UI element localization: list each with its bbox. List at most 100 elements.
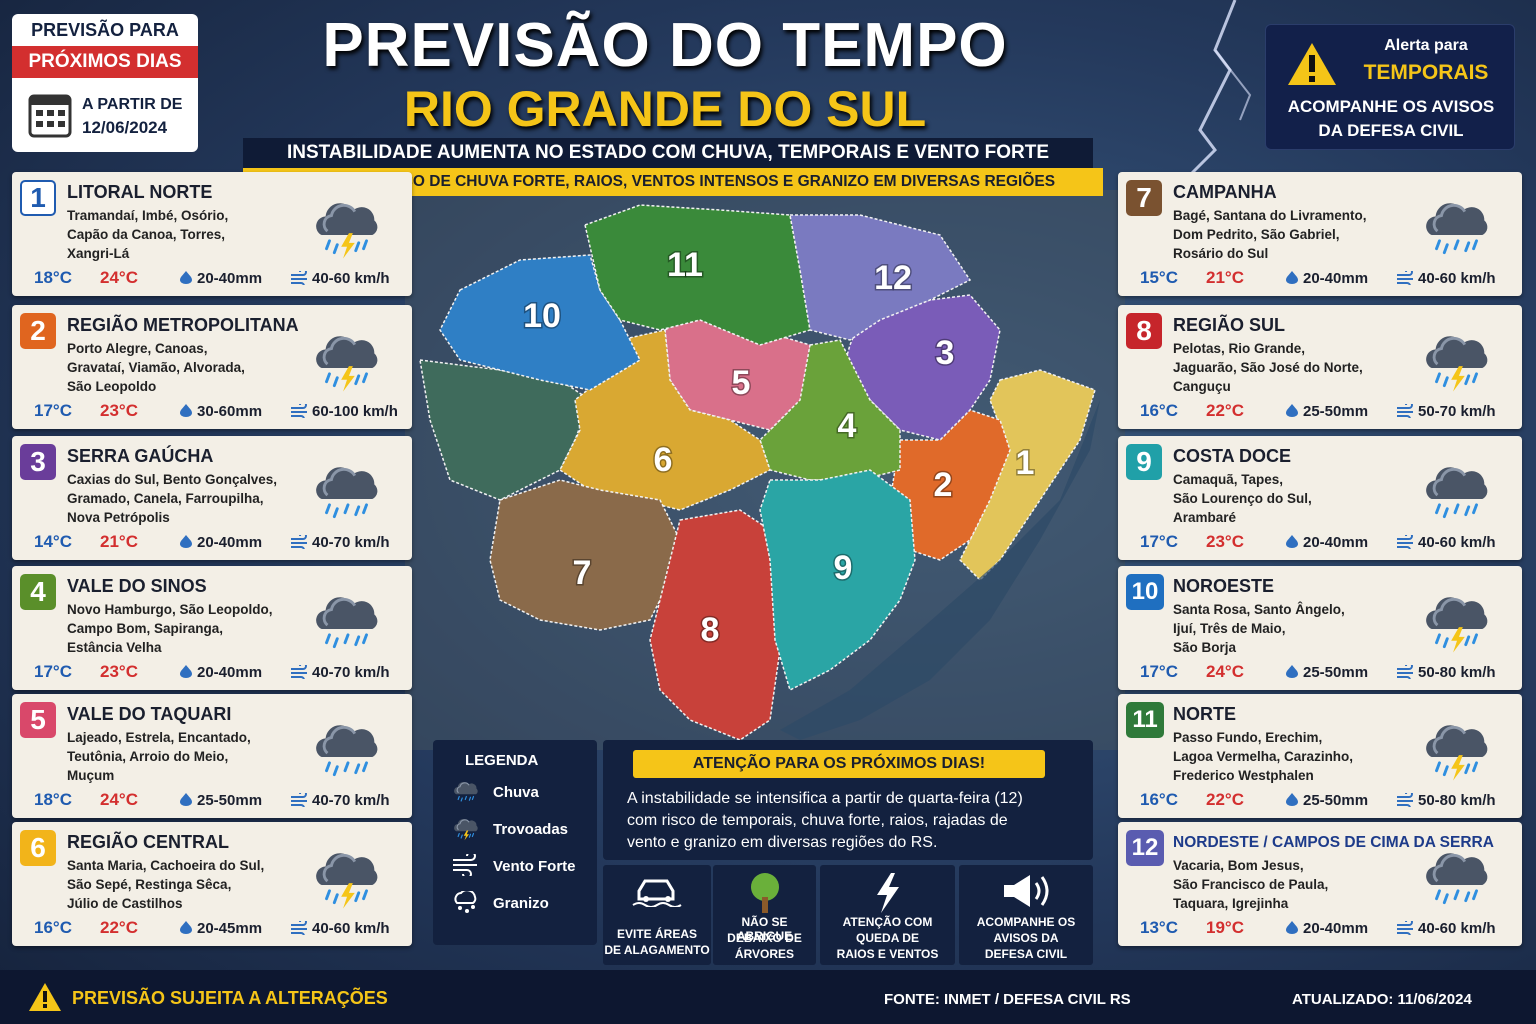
alert-line: ACOMPANHE OS AVISOS xyxy=(1287,97,1495,116)
icon-part xyxy=(464,795,467,801)
icon-part xyxy=(1464,505,1471,517)
region-name: NORDESTE / CAMPOS DE CIMA DA SERRA xyxy=(1173,834,1494,851)
wind-icon xyxy=(290,268,310,290)
region-card: 7 CAMPANHA Bagé, Santana do Livramento, Dom… xyxy=(1118,172,1522,296)
legend-icon xyxy=(451,889,481,920)
icon-part xyxy=(1397,532,1413,540)
icon-part xyxy=(1286,665,1298,678)
region-number: 9 xyxy=(1126,444,1162,480)
icon-part xyxy=(325,889,368,905)
footer-warning: PREVISÃO SUJEITA A ALTERAÇÕES xyxy=(72,988,388,1008)
alert-box: Alerta para TEMPORAIS ACOMPANHE OS AVISO… xyxy=(1265,24,1515,150)
wind-icon xyxy=(1396,662,1416,684)
icon-part xyxy=(291,532,307,554)
rain-icon xyxy=(178,920,194,939)
icon-part xyxy=(1464,763,1471,775)
icon-part xyxy=(637,879,675,901)
icon-part xyxy=(180,535,192,548)
icon-part xyxy=(1435,503,1478,519)
icon-part xyxy=(180,921,192,934)
region-number: 8 xyxy=(1126,313,1162,349)
footer: PREVISÃO SUJEITA A ALTERAÇÕES FONTE: INM… xyxy=(0,970,1536,1024)
region-number: 3 xyxy=(20,444,56,480)
wind-icon xyxy=(1396,268,1416,290)
footer-updated: ATUALIZADO: 11/06/2024 xyxy=(1292,991,1472,1008)
rain-icon xyxy=(178,403,194,422)
icon-part xyxy=(1397,268,1413,276)
legend-label: Chuva xyxy=(493,784,539,801)
map-region xyxy=(439,254,641,391)
subtitle: RIO GRANDE DO SUL xyxy=(403,81,927,137)
icon-part xyxy=(458,906,462,910)
rain-icon xyxy=(1284,534,1300,553)
legend-label: Vento Forte xyxy=(493,858,576,875)
icon-part xyxy=(322,336,357,366)
rain: 25-50mm xyxy=(1303,792,1369,809)
region-card: 3 SERRA GAÚCHA Caxias do Sul, Bento Gonçal… xyxy=(12,436,412,560)
weather-icon xyxy=(1418,198,1496,265)
temp-min: 16°C xyxy=(34,918,72,937)
city-line: Muçum xyxy=(67,768,115,783)
notice-text: A instabilidade se intensifica a partir … xyxy=(627,788,1023,854)
icon-part xyxy=(332,243,339,255)
tip: EVITE ÁREAS DE ALAGAMENTO xyxy=(603,865,711,965)
icon-part xyxy=(332,893,339,905)
icon-part xyxy=(632,879,682,908)
temp-min: 18°C xyxy=(34,268,72,287)
city-line: Arambaré xyxy=(1173,510,1237,525)
region-name: VALE DO SINOS xyxy=(67,576,207,596)
icon-part xyxy=(456,819,470,831)
icon-part xyxy=(291,282,305,290)
icon-part xyxy=(632,902,682,908)
region-number: 6 xyxy=(20,830,56,866)
icon-part xyxy=(316,725,378,777)
icon-part xyxy=(460,797,463,802)
tip: NÃO SE ABRIGUE DEBAIXO DE ÁRVORES xyxy=(713,865,816,965)
temp-min: 17°C xyxy=(34,401,72,420)
icon-part xyxy=(1004,875,1030,907)
weather-icon xyxy=(1418,720,1496,787)
rain-icon xyxy=(1284,270,1300,289)
region-card: 2 REGIÃO METROPOLITANA Porto Alegre, Canoa… xyxy=(12,305,412,429)
icon-part xyxy=(322,853,357,883)
region-name: LITORAL NORTE xyxy=(67,182,213,202)
temp-min: 17°C xyxy=(1140,532,1178,551)
icon-part xyxy=(1426,336,1488,392)
icon-part xyxy=(1397,415,1411,423)
lightning xyxy=(1214,49,1252,121)
icon-part xyxy=(1286,793,1298,806)
icon-part xyxy=(354,763,361,775)
city-line: Santa Maria, Cachoeira do Sul, xyxy=(67,858,265,873)
icon-part xyxy=(1435,761,1441,773)
temp-min: 18°C xyxy=(34,790,72,809)
icon-part xyxy=(453,851,477,879)
icon-part xyxy=(1442,507,1449,519)
icon-part xyxy=(1286,665,1298,678)
icon-part xyxy=(1435,239,1441,251)
icon-part xyxy=(343,503,350,515)
region-number: 7 xyxy=(1126,180,1162,216)
icon-part xyxy=(291,268,307,276)
region-card: 4 VALE DO SINOS Novo Hamburgo, São Leopold… xyxy=(12,566,412,690)
region-card: 10 NOROESTE Santa Rosa, Santo Ângelo, Ijuí,… xyxy=(1118,566,1522,690)
map-label: 10 xyxy=(523,297,561,335)
icon-part xyxy=(325,372,368,388)
icon-part xyxy=(316,467,378,519)
icon-part xyxy=(291,932,305,940)
rain-icon xyxy=(178,270,194,289)
warning-icon xyxy=(1288,43,1336,85)
icon-part xyxy=(354,374,361,386)
icon-part xyxy=(291,662,307,684)
rain: 20-40mm xyxy=(1303,920,1369,937)
map-label: 9 xyxy=(834,549,853,587)
temp-min: 17°C xyxy=(1140,662,1178,681)
rain: 25-50mm xyxy=(1303,664,1369,681)
badge-band: PRÓXIMOS DIAS xyxy=(12,46,198,78)
icon-part xyxy=(1442,243,1449,255)
city-line: Lajeado, Estrela, Encantado, xyxy=(67,730,251,745)
city-line: São Sepé, Restinga Sêca, xyxy=(67,877,232,892)
icon-part xyxy=(1435,372,1478,388)
icon-part xyxy=(1426,203,1488,255)
icon-part xyxy=(332,765,339,777)
